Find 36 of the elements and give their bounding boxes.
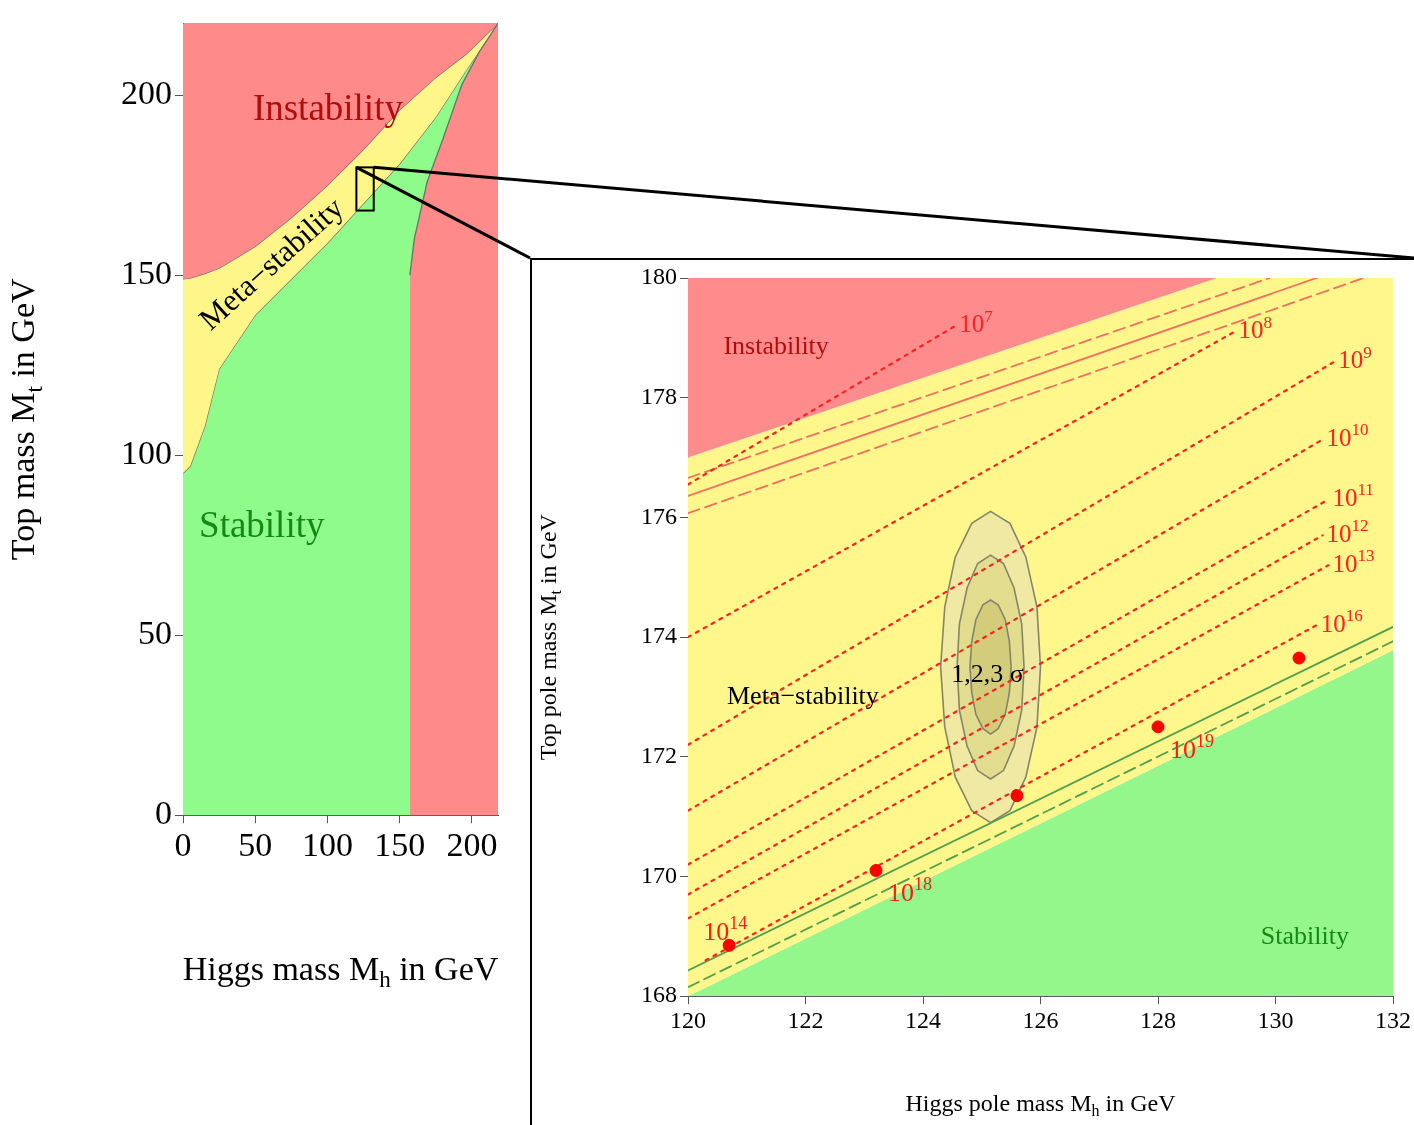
y-tick-label: 176 <box>641 502 677 529</box>
x-tick-label: 150 <box>374 825 426 863</box>
annotation: 1,2,3 σ <box>951 658 1024 688</box>
annotation: Stability <box>1260 921 1349 951</box>
x-tick-label: 100 <box>302 825 353 863</box>
y-axis-title: Top mass Mt in GeV <box>4 278 47 561</box>
point <box>1010 789 1024 803</box>
y-tick-label: 100 <box>121 434 172 472</box>
x-tick-label: 132 <box>1375 1006 1411 1033</box>
y-tick-label: 200 <box>121 74 172 112</box>
x-tick-label: 126 <box>1022 1006 1059 1033</box>
y-tick-label: 178 <box>641 383 677 409</box>
annotation: Instability <box>723 331 829 361</box>
y-tick-label: 172 <box>641 742 677 769</box>
x-tick-label: 124 <box>905 1006 941 1033</box>
x-tick-label: 130 <box>1257 1006 1294 1033</box>
point <box>1151 720 1165 734</box>
x-tick-label: 128 <box>1140 1006 1176 1033</box>
y-tick-label: 170 <box>641 861 677 888</box>
x-tick-label: 200 <box>446 825 498 863</box>
y-tick-label: 168 <box>641 981 677 1008</box>
annotation: Meta−stability <box>726 680 879 710</box>
x-tick-label: 122 <box>787 1006 824 1033</box>
annotation: Instability <box>252 87 404 129</box>
y-tick-label: 0 <box>155 794 172 832</box>
y-tick-label: 150 <box>121 254 172 292</box>
y-tick-label: 50 <box>138 614 172 652</box>
y-axis-title: Top pole mass Mt in GeV <box>535 513 565 761</box>
point <box>1292 651 1306 665</box>
y-tick-label: 174 <box>641 622 677 649</box>
annotation: Stability <box>199 503 325 545</box>
point <box>722 938 736 952</box>
x-tick-label: 120 <box>670 1006 706 1033</box>
point <box>869 864 883 878</box>
y-tick-label: 180 <box>641 263 677 290</box>
x-tick-label: 50 <box>238 825 273 863</box>
